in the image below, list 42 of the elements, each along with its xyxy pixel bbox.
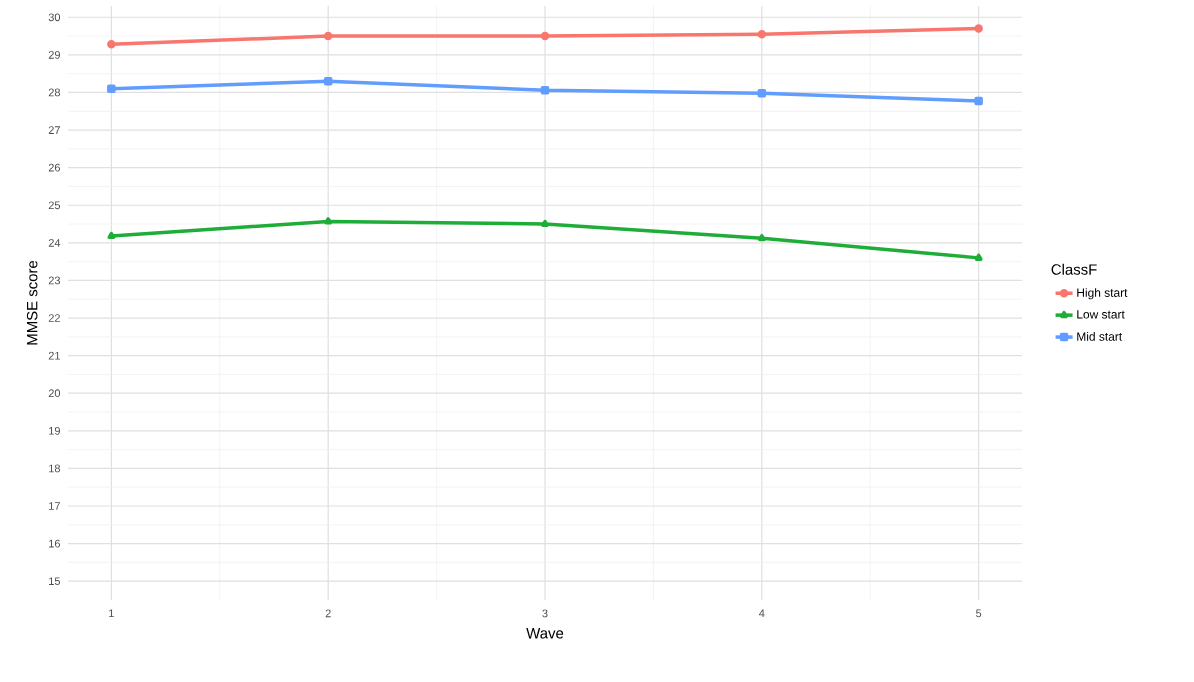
- point: [540, 31, 550, 41]
- x-tick-label: 1: [109, 609, 114, 618]
- y-tick-label: 21: [48, 351, 60, 360]
- y-tick-label: 20: [48, 389, 61, 398]
- y-axis-title: MMSE score: [26, 260, 38, 345]
- y-tick-label: 30: [48, 13, 61, 22]
- point: [974, 24, 983, 33]
- legend-label: Low start: [1077, 310, 1125, 319]
- legend-title: ClassF: [1051, 263, 1097, 275]
- y-tick-label: 27: [48, 126, 60, 134]
- point: [757, 88, 767, 98]
- x-tick-label: 3: [542, 609, 548, 618]
- legend-label: High start: [1077, 288, 1128, 300]
- x-axis-title: Wave: [526, 628, 564, 639]
- y-tick-label: 24: [48, 239, 61, 247]
- point: [107, 84, 116, 93]
- x-tick-label: 5: [976, 609, 982, 618]
- y-tick-label: 18: [49, 464, 60, 473]
- legend-label: Mid start: [1077, 332, 1123, 341]
- y-tick-label: 15: [49, 577, 61, 586]
- y-tick-label: 23: [48, 276, 60, 285]
- point: [541, 219, 549, 228]
- y-tick-label: 28: [48, 88, 60, 97]
- point: [974, 96, 983, 106]
- point: [323, 31, 333, 41]
- point: [324, 217, 333, 225]
- y-tick-label: 26: [48, 163, 60, 172]
- x-tick-label: 4: [759, 609, 765, 618]
- y-tick-label: 22: [48, 314, 60, 322]
- point: [540, 85, 550, 95]
- point: [974, 253, 983, 261]
- point: [757, 234, 766, 242]
- y-tick-label: 29: [48, 51, 60, 59]
- point: [757, 29, 767, 39]
- y-tick-label: 25: [48, 201, 61, 210]
- y-tick-label: 16: [49, 539, 60, 548]
- y-tick-label: 19: [49, 426, 60, 435]
- x-tick-label: 2: [325, 609, 331, 618]
- point: [107, 231, 116, 240]
- point: [323, 76, 333, 86]
- y-tick-label: 17: [49, 502, 60, 510]
- point: [107, 40, 116, 49]
